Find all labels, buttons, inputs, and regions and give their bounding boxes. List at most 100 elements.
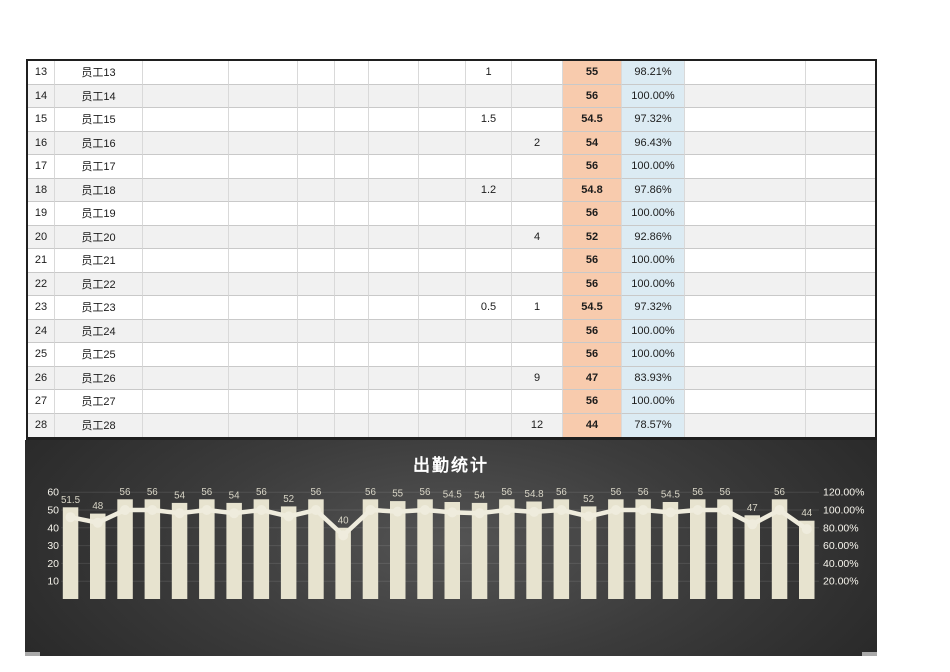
line-marker[interactable]	[720, 505, 730, 515]
cell-data[interactable]	[685, 155, 806, 179]
cell-data[interactable]	[685, 108, 806, 132]
cell-data[interactable]	[806, 413, 875, 437]
cell-attendance-rate[interactable]: 98.21%	[622, 61, 685, 85]
cell-data[interactable]	[512, 390, 563, 414]
cell-data[interactable]	[806, 202, 875, 226]
cell-data[interactable]	[466, 343, 512, 367]
cell-data[interactable]	[143, 319, 229, 343]
cell-data[interactable]	[466, 390, 512, 414]
cell-data[interactable]	[298, 390, 335, 414]
cell-data[interactable]	[466, 202, 512, 226]
cell-employee-name[interactable]: 员工24	[55, 319, 143, 343]
cell-data[interactable]	[335, 390, 369, 414]
cell-data[interactable]	[229, 84, 298, 108]
cell-data[interactable]	[419, 225, 466, 249]
cell-data[interactable]	[806, 343, 875, 367]
cell-data[interactable]	[229, 390, 298, 414]
cell-data[interactable]	[229, 178, 298, 202]
cell-data[interactable]	[419, 61, 466, 85]
cell-employee-name[interactable]: 员工22	[55, 272, 143, 296]
bar[interactable]	[799, 520, 815, 599]
bar[interactable]	[771, 499, 788, 599]
cell-total-days[interactable]: 54	[563, 131, 622, 155]
cell-data[interactable]	[806, 225, 875, 249]
cell-data[interactable]	[685, 413, 806, 437]
cell-total-days[interactable]: 54.5	[563, 296, 622, 320]
cell-data[interactable]	[298, 178, 335, 202]
cell-attendance-rate[interactable]: 100.00%	[622, 343, 685, 367]
cell-total-days[interactable]: 52	[563, 225, 622, 249]
cell-data[interactable]	[229, 366, 298, 390]
cell-data[interactable]	[335, 131, 369, 155]
line-marker[interactable]	[283, 511, 294, 522]
bar[interactable]	[690, 499, 706, 599]
cell-data[interactable]	[369, 272, 419, 296]
cell-data[interactable]	[143, 225, 229, 249]
cell-data[interactable]	[369, 108, 419, 132]
line-marker[interactable]	[692, 505, 703, 515]
line-marker[interactable]	[256, 505, 267, 515]
cell-data[interactable]	[466, 249, 512, 273]
bar[interactable]	[744, 515, 761, 599]
cell-data[interactable]	[419, 343, 466, 367]
cell-employee-name[interactable]: 员工14	[55, 84, 143, 108]
cell-total-days[interactable]: 54.8	[563, 178, 622, 202]
line-marker[interactable]	[147, 505, 158, 515]
cell-data[interactable]	[806, 84, 875, 108]
cell-attendance-rate[interactable]: 97.32%	[622, 296, 685, 320]
cell-row-number[interactable]: 13	[28, 61, 55, 85]
line-marker[interactable]	[338, 530, 349, 541]
cell-data[interactable]	[512, 61, 563, 85]
cell-data[interactable]	[369, 296, 419, 320]
line-marker[interactable]	[529, 506, 540, 517]
bar[interactable]	[117, 499, 133, 599]
cell-data[interactable]: 1	[512, 296, 563, 320]
bar[interactable]	[662, 502, 679, 599]
cell-data[interactable]	[685, 319, 806, 343]
cell-data[interactable]	[369, 390, 419, 414]
cell-data[interactable]	[685, 390, 806, 414]
bar[interactable]	[90, 513, 106, 599]
bar[interactable]	[390, 501, 406, 599]
bar[interactable]	[144, 499, 161, 599]
line-marker[interactable]	[747, 519, 758, 530]
cell-data[interactable]	[466, 366, 512, 390]
cell-row-number[interactable]: 25	[28, 343, 55, 367]
line-series[interactable]	[65, 505, 812, 541]
cell-data[interactable]	[335, 202, 369, 226]
cell-row-number[interactable]: 23	[28, 296, 55, 320]
line-marker[interactable]	[556, 505, 567, 515]
cell-data[interactable]	[229, 131, 298, 155]
cell-employee-name[interactable]: 员工20	[55, 225, 143, 249]
cell-data[interactable]	[419, 84, 466, 108]
cell-data[interactable]	[806, 296, 875, 320]
cell-data[interactable]	[685, 84, 806, 108]
cell-data[interactable]	[335, 178, 369, 202]
line-marker[interactable]	[447, 507, 458, 518]
bar[interactable]	[471, 502, 488, 599]
cell-data[interactable]: 1.2	[466, 178, 512, 202]
cell-attendance-rate[interactable]: 96.43%	[622, 131, 685, 155]
cell-attendance-rate[interactable]: 83.93%	[622, 366, 685, 390]
cell-data[interactable]	[298, 343, 335, 367]
cell-data[interactable]	[806, 155, 875, 179]
cell-data[interactable]	[419, 296, 466, 320]
cell-data[interactable]	[229, 155, 298, 179]
cell-data[interactable]: 0.5	[466, 296, 512, 320]
cell-data[interactable]: 4	[512, 225, 563, 249]
cell-data[interactable]: 9	[512, 366, 563, 390]
cell-data[interactable]	[229, 343, 298, 367]
cell-data[interactable]	[229, 108, 298, 132]
line-marker[interactable]	[120, 505, 130, 515]
cell-employee-name[interactable]: 员工28	[55, 413, 143, 437]
bar[interactable]	[580, 506, 597, 599]
line-marker[interactable]	[638, 505, 649, 515]
cell-data[interactable]	[806, 108, 875, 132]
cell-total-days[interactable]: 56	[563, 155, 622, 179]
line-marker[interactable]	[392, 506, 403, 517]
cell-data[interactable]	[143, 155, 229, 179]
line-marker[interactable]	[610, 505, 621, 515]
cell-data[interactable]	[229, 202, 298, 226]
cell-data[interactable]	[419, 178, 466, 202]
cell-employee-name[interactable]: 员工17	[55, 155, 143, 179]
